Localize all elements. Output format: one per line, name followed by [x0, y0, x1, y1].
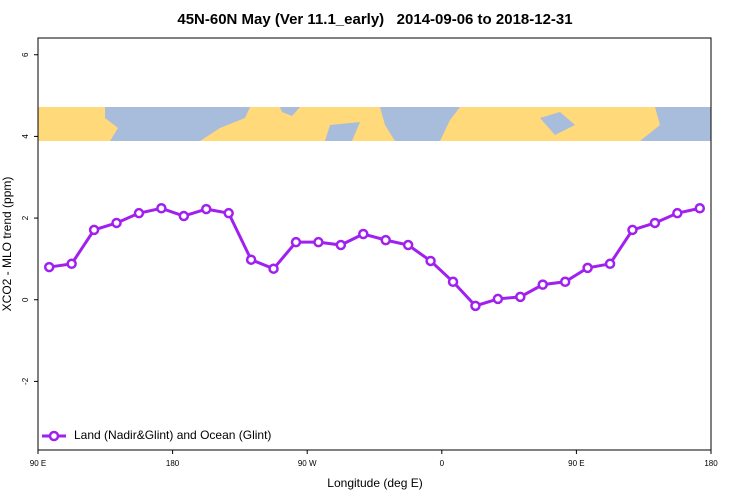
- data-point: [694, 203, 706, 214]
- data-point: [515, 291, 526, 303]
- data-point: [335, 239, 347, 251]
- data-point: [649, 217, 661, 229]
- data-point: [358, 228, 369, 240]
- data-point: [672, 207, 683, 219]
- data-point: [66, 258, 77, 270]
- data-point: [425, 255, 436, 267]
- x-tick-label: 90 E: [30, 459, 46, 468]
- data-point: [88, 224, 100, 236]
- plot-frame: [37, 37, 712, 451]
- data-point: [201, 203, 212, 215]
- data-point: [559, 276, 571, 288]
- y-tick-label: 4: [21, 134, 30, 139]
- x-tick-label: 180: [704, 459, 718, 468]
- data-point: [268, 263, 279, 274]
- data-point: [245, 254, 257, 265]
- y-tick-label: -2: [21, 377, 30, 385]
- data-point: [604, 258, 616, 270]
- y-axis-label: XCO2 - MLO trend (ppm): [0, 177, 14, 312]
- x-tick-label: 0: [440, 459, 445, 468]
- data-point: [290, 236, 302, 248]
- data-point: [402, 239, 414, 251]
- data-point: [447, 276, 459, 288]
- data-point: [537, 279, 548, 290]
- data-point: [223, 207, 234, 219]
- data-point: [178, 210, 190, 222]
- legend-label: Land (Nadir&Glint) and Ocean (Glint): [74, 428, 271, 442]
- data-point: [470, 300, 481, 312]
- data-point: [111, 217, 122, 229]
- y-tick-label: 0: [21, 297, 30, 302]
- data-point: [627, 224, 638, 236]
- y-tick-label: 2: [21, 215, 30, 220]
- series-line: [49, 206, 701, 308]
- y-tick-label: 6: [21, 52, 30, 57]
- data-point: [582, 262, 593, 274]
- data-point: [156, 203, 167, 214]
- data-point: [313, 236, 324, 248]
- chart-title: 45N-60N May (Ver 11.1_early) 2014-09-06 …: [177, 11, 572, 28]
- x-tick-label: 90 W: [298, 459, 317, 468]
- x-axis-label: Longitude (deg E): [327, 476, 422, 490]
- data-point: [133, 207, 145, 219]
- map-strip: [38, 107, 711, 141]
- data-point: [492, 293, 504, 305]
- x-tick-label: 90 E: [568, 459, 584, 468]
- data-point: [43, 261, 55, 273]
- data-point: [380, 234, 391, 246]
- legend-marker: [48, 430, 60, 442]
- x-tick-label: 180: [166, 459, 180, 468]
